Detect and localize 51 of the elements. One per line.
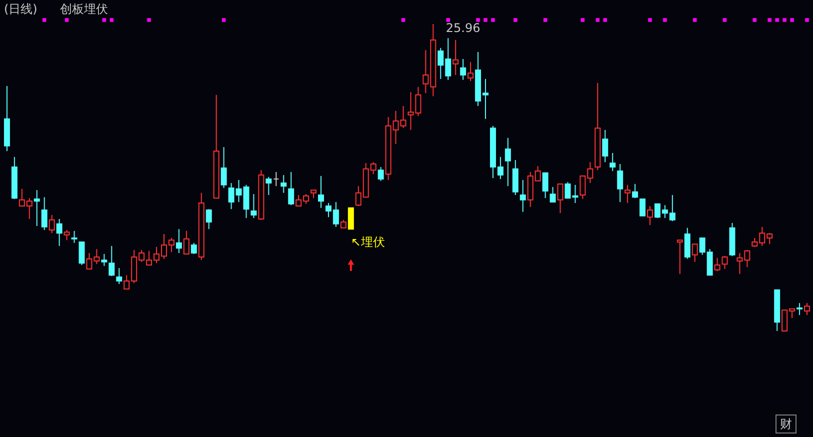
candlestick	[71, 230, 78, 244]
candlestick	[722, 256, 728, 270]
candlestick	[288, 171, 294, 206]
candlestick	[512, 160, 518, 196]
candlestick	[116, 268, 122, 285]
candlestick	[676, 240, 683, 274]
candlestick	[640, 198, 646, 216]
candlestick	[610, 152, 616, 172]
candlestick	[280, 174, 287, 194]
candlestick	[504, 137, 511, 187]
candlestick	[190, 242, 197, 254]
candlestick	[602, 129, 608, 163]
candlestick	[542, 172, 548, 199]
candlestick	[64, 229, 70, 241]
annotation: 25.96	[446, 21, 480, 35]
candlestick	[318, 175, 324, 208]
candlestick	[101, 253, 108, 266]
candlestick	[632, 183, 638, 199]
chart-subtitle: 创板埋伏	[60, 2, 108, 16]
candlestick	[617, 163, 624, 203]
candlestick	[108, 245, 115, 277]
candlestick	[273, 171, 280, 187]
candlestick	[378, 166, 384, 182]
candlestick	[684, 227, 690, 260]
candlestick	[56, 218, 62, 246]
candlestick	[468, 62, 474, 82]
candlestick	[692, 244, 698, 262]
candlestick	[557, 183, 564, 214]
candlestick	[48, 214, 55, 234]
candlestick	[348, 207, 354, 230]
annotation: ↖埋伏	[350, 235, 385, 249]
candlestick	[804, 302, 810, 316]
candlestick	[176, 228, 182, 254]
candlestick	[796, 302, 803, 316]
candlestick	[34, 190, 40, 227]
candlestick	[646, 206, 653, 226]
candlestick	[460, 58, 466, 80]
candlestick	[78, 241, 85, 266]
candlestick	[624, 184, 631, 204]
candlestick	[183, 230, 190, 254]
candlestick	[206, 208, 212, 230]
text: 财	[780, 417, 792, 431]
candlestick	[250, 194, 257, 219]
candlestick	[550, 186, 556, 203]
candlestick	[220, 146, 227, 188]
candlestick	[714, 257, 720, 272]
candlestick	[41, 196, 48, 230]
chart-title: (日线)	[4, 2, 38, 16]
candlestick	[266, 176, 272, 196]
candlestick	[452, 39, 459, 76]
candlestick	[520, 179, 526, 212]
